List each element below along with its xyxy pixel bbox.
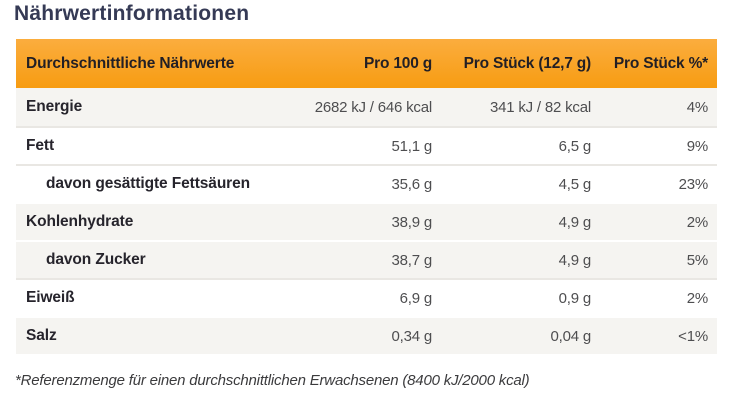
value-percent: 9% bbox=[686, 137, 708, 155]
value-per-100g: 0,34 g bbox=[391, 327, 432, 345]
value-per-100g: 51,1 g bbox=[391, 137, 432, 155]
nutrient-label: Salz bbox=[26, 327, 57, 344]
table-row-fett: Fett 51,1 g 6,5 g 9% bbox=[16, 126, 717, 164]
table-row-salz: Salz 0,34 g 0,04 g <1% bbox=[16, 316, 717, 354]
table-row-zucker: davon Zucker 38,7 g 4,9 g 5% bbox=[16, 240, 717, 278]
value-per-piece: 0,9 g bbox=[558, 289, 592, 307]
header-per-piece: Pro Stück (12,7 g) bbox=[463, 54, 592, 72]
nutrient-label: Fett bbox=[26, 137, 55, 154]
nutrition-table: Durchschnittliche Nährwerte Pro 100 g Pr… bbox=[16, 39, 717, 354]
table-header-row: Durchschnittliche Nährwerte Pro 100 g Pr… bbox=[16, 39, 717, 88]
nutrient-label: Energie bbox=[26, 98, 83, 115]
header-per-100g: Pro 100 g bbox=[364, 54, 432, 72]
table-row-kohlenhydrate: Kohlenhydrate 38,9 g 4,9 g 2% bbox=[16, 202, 717, 240]
value-percent: <1% bbox=[678, 327, 708, 345]
value-percent: 2% bbox=[686, 213, 708, 231]
nutrient-label: davon gesättigte Fettsäuren bbox=[46, 175, 251, 192]
value-percent: 23% bbox=[678, 175, 709, 193]
value-per-piece: 341 kJ / 82 kcal bbox=[489, 98, 591, 116]
header-percent: Pro Stück %* bbox=[613, 54, 708, 72]
table-row-energie: Energie 2682 kJ / 646 kcal 341 kJ / 82 k… bbox=[16, 88, 717, 126]
value-percent: 4% bbox=[686, 98, 708, 116]
value-percent: 2% bbox=[686, 289, 708, 307]
table-row-gesaettigte-fettsaeuren: davon gesättigte Fettsäuren 35,6 g 4,5 g… bbox=[16, 164, 717, 202]
value-per-100g: 6,9 g bbox=[399, 289, 433, 307]
nutrient-label: Kohlenhydrate bbox=[26, 213, 134, 230]
value-per-100g: 38,9 g bbox=[391, 213, 432, 231]
value-per-piece: 4,9 g bbox=[558, 251, 592, 269]
value-per-piece: 0,04 g bbox=[550, 327, 591, 345]
value-per-piece: 6,5 g bbox=[558, 137, 592, 155]
header-nutrients: Durchschnittliche Nährwerte bbox=[26, 54, 235, 72]
value-per-100g: 2682 kJ / 646 kcal bbox=[314, 98, 433, 116]
value-per-100g: 35,6 g bbox=[391, 175, 432, 193]
reference-footnote: *Referenzmenge für einen durchschnittlic… bbox=[15, 372, 530, 389]
value-percent: 5% bbox=[686, 251, 708, 269]
section-title: Nährwertinformationen bbox=[14, 2, 250, 25]
table-row-eiweiss: Eiweiß 6,9 g 0,9 g 2% bbox=[16, 278, 717, 316]
value-per-piece: 4,5 g bbox=[558, 175, 592, 193]
nutrient-label: davon Zucker bbox=[46, 251, 146, 268]
value-per-piece: 4,9 g bbox=[558, 213, 592, 231]
nutrient-label: Eiweiß bbox=[26, 289, 75, 306]
value-per-100g: 38,7 g bbox=[391, 251, 432, 269]
